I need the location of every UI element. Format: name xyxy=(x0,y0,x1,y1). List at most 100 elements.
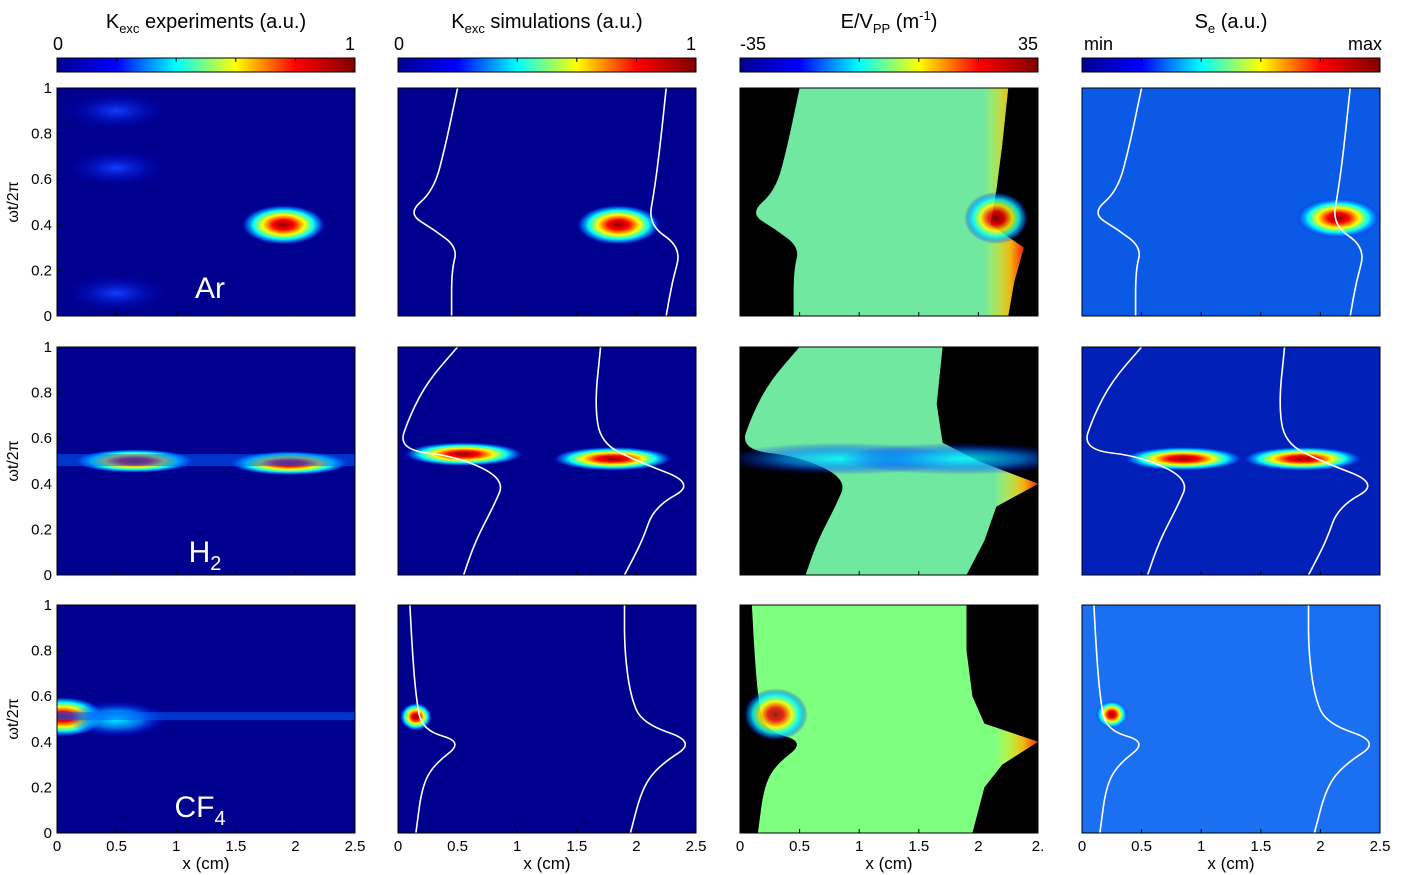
panel-background xyxy=(1082,605,1380,833)
column-title-4: Se (a.u.) xyxy=(1195,11,1268,36)
colorbar-min-label: 0 xyxy=(394,34,404,54)
x-axis-label: x (cm) xyxy=(523,854,570,873)
y-axis-label: ωt/2π xyxy=(5,698,22,739)
y-axis-label: ωt/2π xyxy=(5,181,22,222)
x-tick-label: 1.5 xyxy=(566,838,587,855)
y-tick-label: 0.8 xyxy=(31,126,52,143)
x-tick-label: 0 xyxy=(736,838,744,855)
panel-frame xyxy=(739,346,1039,576)
panel-background xyxy=(398,605,696,833)
field-hotspot xyxy=(964,191,1029,244)
panel-CF4-2 xyxy=(398,605,696,833)
y-tick-label: 0.2 xyxy=(31,779,52,796)
sheath-edge-right xyxy=(623,605,687,833)
panel-frame xyxy=(56,87,356,317)
sheath-edge-right xyxy=(1279,347,1369,575)
y-tick-label: 1 xyxy=(44,339,52,356)
y-tick-label: 0.8 xyxy=(31,385,52,402)
intensity-hotspot xyxy=(576,204,661,245)
panel-frame xyxy=(56,604,356,834)
x-tick-label: 0 xyxy=(53,838,61,855)
x-tick-label: 1 xyxy=(855,838,863,855)
intensity-hotspot xyxy=(66,92,167,129)
y-tick-label: 0.4 xyxy=(31,476,52,493)
panel-Ar-4 xyxy=(1082,88,1380,316)
x-tick-label: 1.5 xyxy=(225,838,246,855)
x-tick-label: 1 xyxy=(172,838,180,855)
sheath-field-gradient xyxy=(751,605,1038,833)
x-axis-label: x (cm) xyxy=(182,854,229,873)
colorbar-min-label: -35 xyxy=(740,34,766,54)
gas-label: CF4 xyxy=(174,791,225,830)
panel-frame xyxy=(397,87,697,317)
y-tick-label: 0.6 xyxy=(31,430,52,447)
panel-Ar-1 xyxy=(57,88,355,316)
y-tick-label: 0.2 xyxy=(31,262,52,279)
emission-streak xyxy=(57,454,355,467)
panel-frame xyxy=(1081,346,1381,576)
x-tick-label: 1 xyxy=(513,838,521,855)
y-axis-label: ωt/2π xyxy=(5,440,22,481)
emission-streak xyxy=(57,712,355,721)
y-tick-label: 0 xyxy=(44,825,52,842)
colorbar-max-label: 35 xyxy=(1018,34,1038,54)
x-tick-label: 0.5 xyxy=(106,838,127,855)
intensity-hotspot xyxy=(1296,197,1380,238)
panel-CF4-1 xyxy=(57,605,355,833)
x-tick-label: 0 xyxy=(1078,838,1086,855)
panel-frame xyxy=(397,604,697,834)
y-tick-label: 1 xyxy=(44,597,52,614)
colorbar xyxy=(1081,57,1381,73)
x-tick-label: 2 xyxy=(1316,838,1324,855)
y-tick-label: 0.6 xyxy=(31,688,52,705)
panel-H2-3 xyxy=(740,347,1038,575)
panel-frame xyxy=(397,346,697,576)
sheath-edge-left xyxy=(1093,605,1140,833)
panel-CF4-3 xyxy=(740,605,1038,833)
column-title-text: Kexc experiments (a.u.) xyxy=(106,11,306,36)
x-tick-label: 0.5 xyxy=(447,838,468,855)
intensity-hotspot xyxy=(1123,446,1244,471)
colorbar xyxy=(739,57,1039,73)
colorbar-min-label: 0 xyxy=(53,34,63,54)
panel-CF4-4 xyxy=(1082,605,1380,833)
field-hotspot xyxy=(743,688,808,741)
panel-Ar-3 xyxy=(740,88,1038,316)
colorbar-max-label: max xyxy=(1348,34,1382,54)
column-title-1: Kexc experiments (a.u.) xyxy=(106,11,306,36)
x-tick-label: 2 xyxy=(291,838,299,855)
intensity-hotspot xyxy=(66,275,167,312)
field-hotspot xyxy=(840,442,1038,475)
panel-frame xyxy=(1081,87,1381,317)
colorbar xyxy=(397,57,697,73)
intensity-hotspot xyxy=(241,204,326,245)
intensity-hotspot xyxy=(1095,700,1128,729)
colorbar-min-label: min xyxy=(1084,34,1113,54)
x-tick-label: 2.5 xyxy=(1370,838,1391,855)
panel-H2-2 xyxy=(398,347,696,575)
sheath-field-gradient xyxy=(756,88,1024,316)
colorbar xyxy=(56,57,356,73)
colorbar-max-label: 1 xyxy=(686,34,696,54)
y-tick-label: 0.8 xyxy=(31,643,52,660)
y-tick-label: 0 xyxy=(44,308,52,325)
sheath-edge-right xyxy=(595,347,685,575)
sheath-edge-right xyxy=(1307,605,1371,833)
panel-H2-1 xyxy=(57,347,355,575)
sheath-edge-left xyxy=(409,605,456,833)
intensity-hotspot xyxy=(66,149,167,186)
panel-frame xyxy=(56,346,356,576)
x-tick-label: 1.5 xyxy=(1250,838,1271,855)
x-axis-label: x (cm) xyxy=(1207,854,1254,873)
x-tick-label: 0.5 xyxy=(789,838,810,855)
panel-frame xyxy=(1081,604,1381,834)
sheath-edge-left xyxy=(402,347,502,575)
x-tick-label: 2. xyxy=(1032,838,1045,855)
sheath-edge-left xyxy=(413,88,459,316)
x-tick-label: 1 xyxy=(1197,838,1205,855)
y-tick-label: 0.2 xyxy=(31,521,52,538)
x-tick-label: 0 xyxy=(394,838,402,855)
y-tick-label: 0 xyxy=(44,567,52,584)
y-tick-label: 0.4 xyxy=(31,217,52,234)
